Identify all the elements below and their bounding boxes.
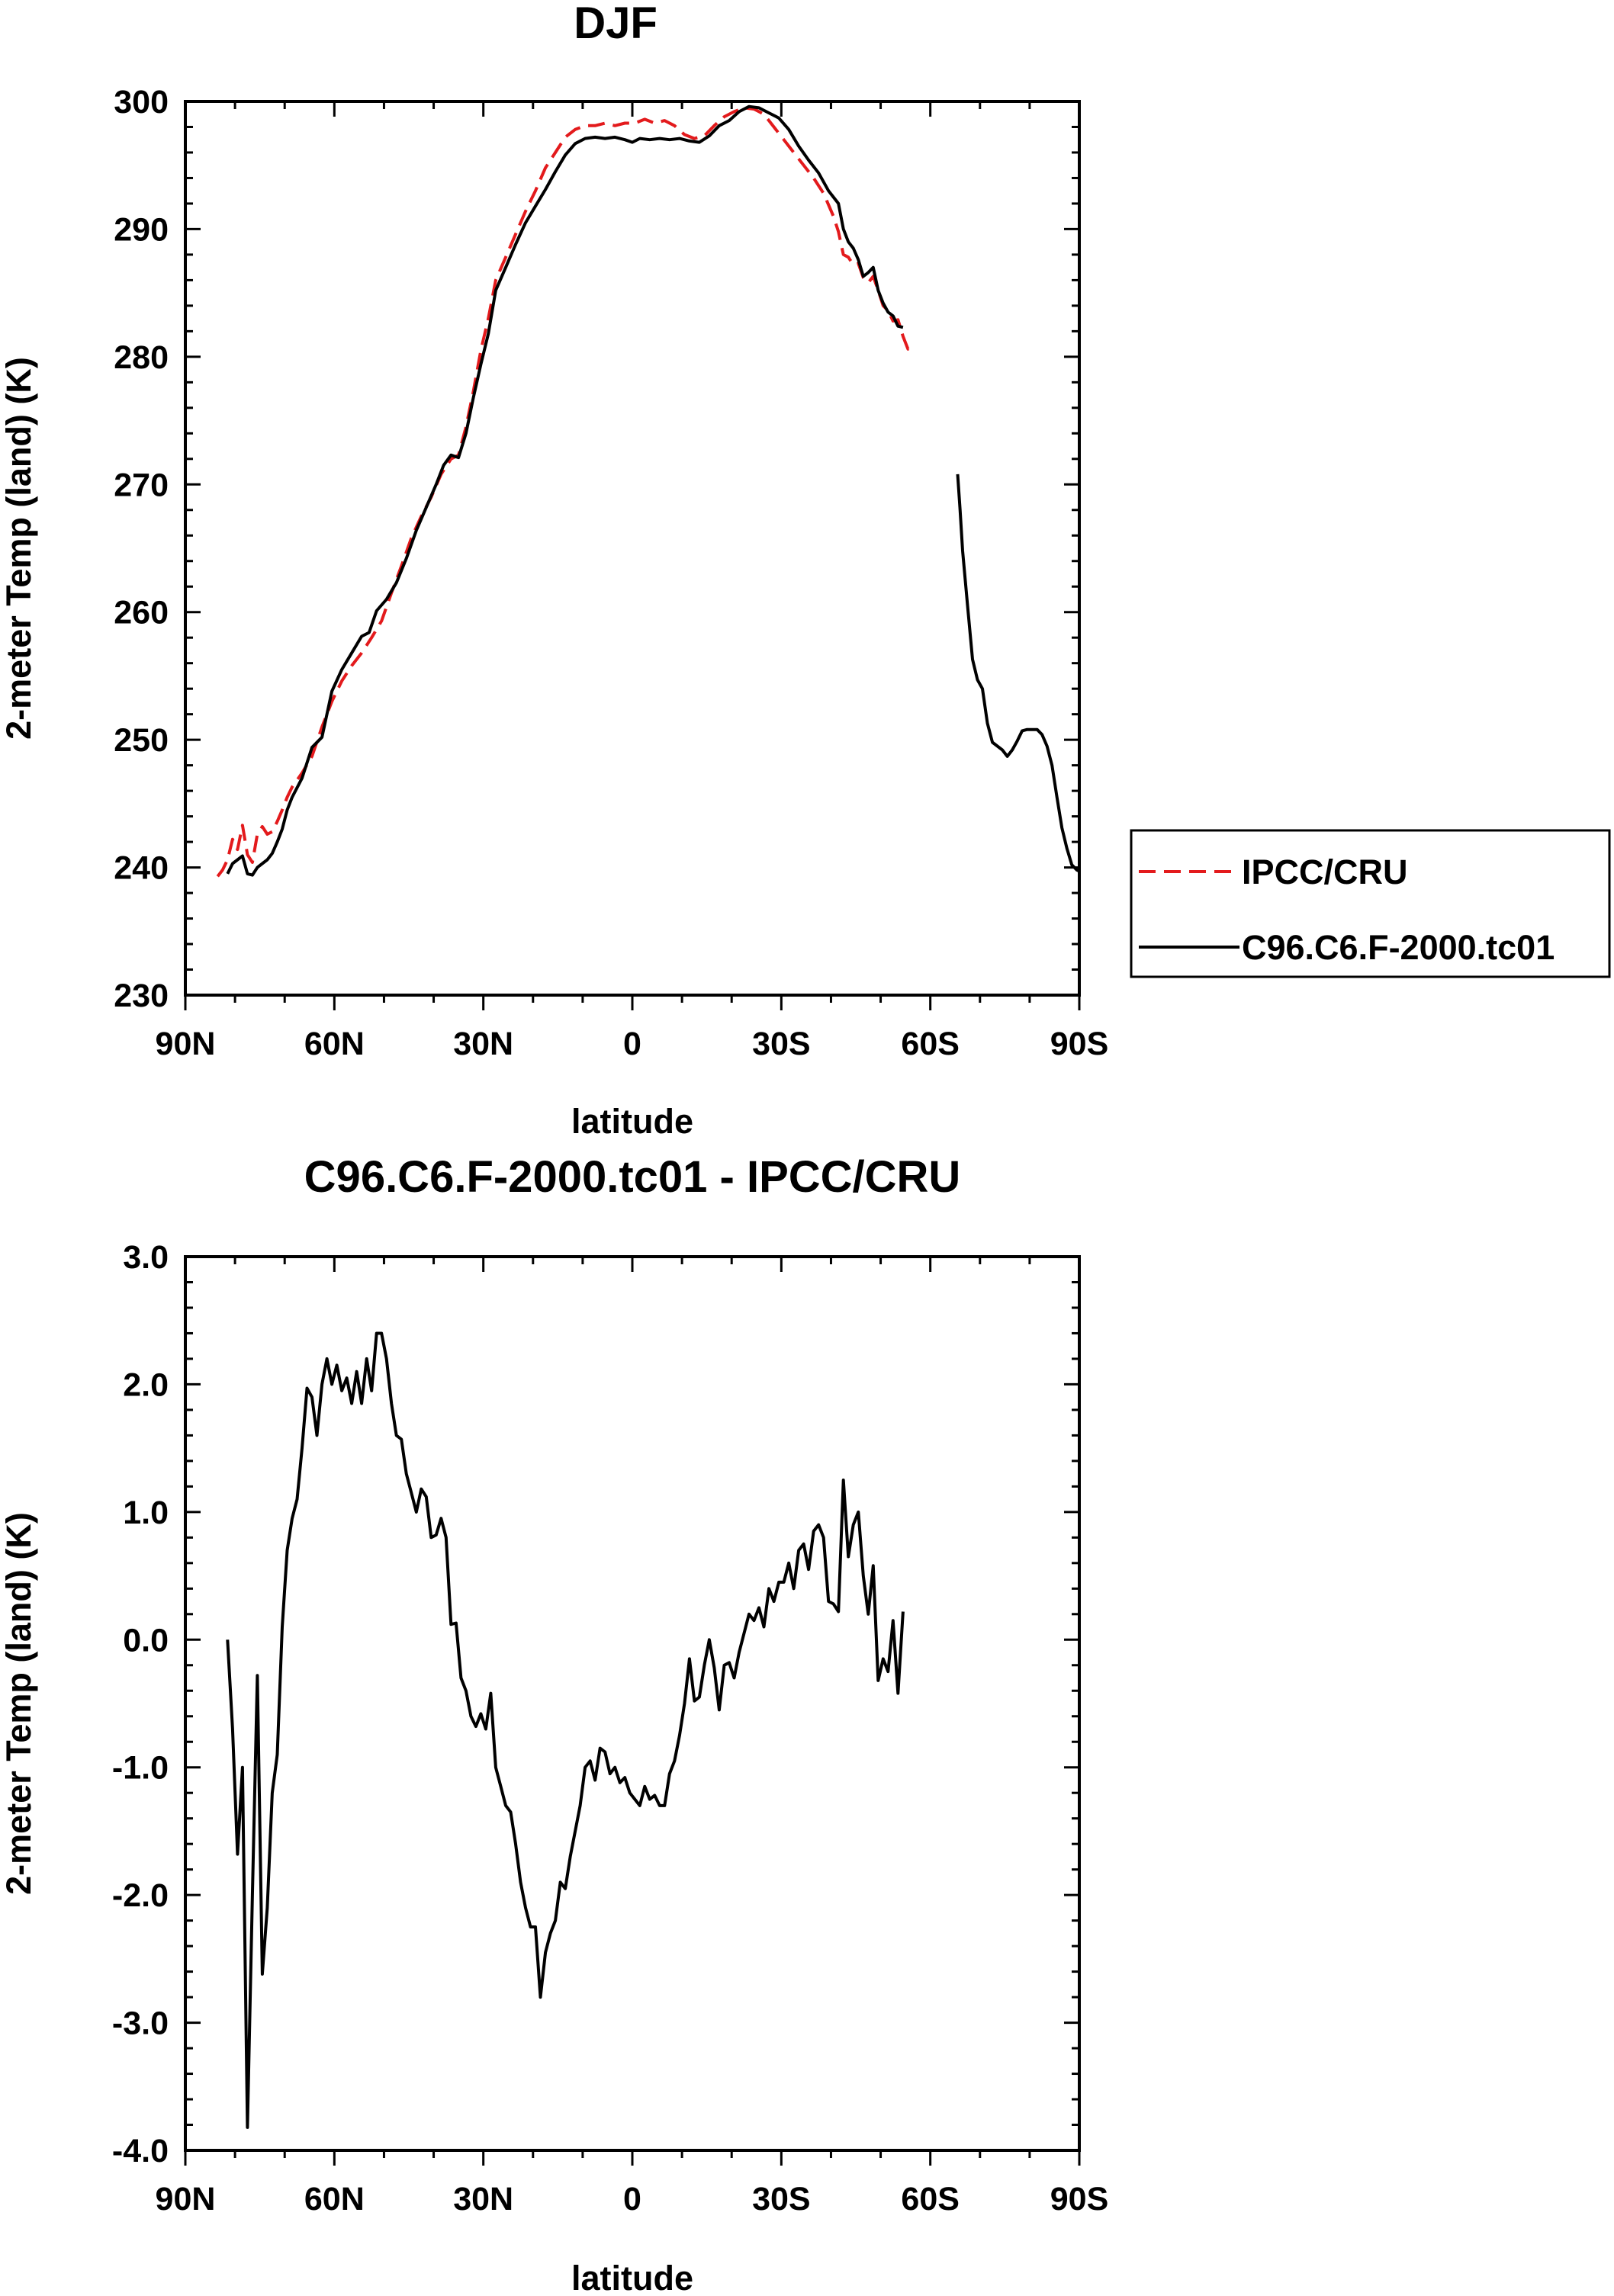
difference-y-axis-label: 2-meter Temp (land) (K) — [0, 1512, 38, 1895]
djf-y-tick-label: 260 — [114, 595, 169, 631]
djf-y-tick-label: 250 — [114, 722, 169, 759]
djf-series-lines — [216, 104, 1080, 878]
djf-x-tick-label: 90S — [1050, 1026, 1109, 1062]
difference-x-tick-label: 30N — [453, 2181, 513, 2217]
difference-x-tick-label: 30S — [752, 2181, 811, 2217]
djf-y-tick-label: 290 — [114, 211, 169, 248]
difference-y-tick-labels: -4.0 -3.0 -2.0 -1.0 0.0 1.0 2.0 3.0 — [112, 1239, 169, 2169]
difference-y-tick-label: -1.0 — [112, 1750, 169, 1787]
difference-y-tick-label: -3.0 — [112, 2005, 169, 2042]
djf-panel: DJF 230 240 250 260 270 280 290 300 90N 60N 30N 0 3… — [0, 0, 1611, 1141]
djf-x-tick-label: 60N — [304, 1026, 365, 1062]
difference-y-tick-label: -2.0 — [112, 1877, 169, 1914]
difference-x-axis-label: latitude — [571, 2259, 693, 2296]
difference-y-tick-label: -4.0 — [112, 2133, 169, 2169]
djf-y-tick-label: 270 — [114, 467, 169, 503]
djf-x-tick-labels: 90N 60N 30N 0 30S 60S 90S — [156, 1026, 1109, 1062]
djf-y-tick-label: 230 — [114, 978, 169, 1014]
djf-legend: IPCC/CRU C96.C6.F-2000.tc01 — [1130, 829, 1611, 978]
difference-x-tick-label: 60N — [304, 2181, 365, 2217]
difference-panel: C96.C6.F-2000.tc01 - IPCC/CRU -4.0 -3.0 -2… — [0, 1152, 1108, 2296]
difference-x-tick-label: 90S — [1050, 2181, 1109, 2217]
djf-x-tick-label: 0 — [623, 1026, 641, 1062]
djf-x-tick-label: 90N — [156, 1026, 216, 1062]
legend-box — [1130, 829, 1611, 978]
djf-series-0-segment-0-line — [216, 106, 915, 878]
legend-label-c96: C96.C6.F-2000.tc01 — [1242, 928, 1555, 967]
djf-series-1-segment-0-line — [226, 104, 904, 877]
difference-x-tick-label: 60S — [901, 2181, 960, 2217]
djf-y-axis-label: 2-meter Temp (land) (K) — [0, 357, 38, 740]
djf-x-axis-label: latitude — [571, 1102, 693, 1141]
difference-plot-frame — [184, 1255, 1081, 2152]
difference-x-tick-labels: 90N 60N 30N 0 30S 60S 90S — [156, 2181, 1109, 2217]
djf-y-tick-label: 240 — [114, 850, 169, 887]
difference-series-0-segment-0-line — [226, 1331, 905, 2129]
difference-y-tick-label: 0.0 — [123, 1622, 169, 1659]
djf-plot-frame — [184, 100, 1081, 997]
djf-y-tick-label: 280 — [114, 339, 169, 376]
difference-x-tick-label: 90N — [156, 2181, 216, 2217]
difference-title: C96.C6.F-2000.tc01 - IPCC/CRU — [304, 1152, 961, 1202]
djf-title: DJF — [574, 0, 657, 48]
difference-y-tick-label: 3.0 — [123, 1239, 169, 1276]
legend-label-ipcc-cru: IPCC/CRU — [1242, 853, 1408, 891]
difference-y-tick-label: 2.0 — [123, 1366, 169, 1403]
djf-y-tick-label: 300 — [114, 84, 169, 120]
djf-x-tick-label: 60S — [901, 1026, 960, 1062]
difference-series-lines — [226, 1331, 905, 2129]
difference-x-tick-label: 0 — [623, 2181, 641, 2217]
djf-series-1-segment-1-line — [956, 474, 1080, 873]
difference-y-tick-label: 1.0 — [123, 1495, 169, 1531]
djf-x-tick-label: 30N — [453, 1026, 513, 1062]
djf-y-tick-labels: 230 240 250 260 270 280 290 300 — [114, 84, 169, 1014]
djf-x-tick-label: 30S — [752, 1026, 811, 1062]
